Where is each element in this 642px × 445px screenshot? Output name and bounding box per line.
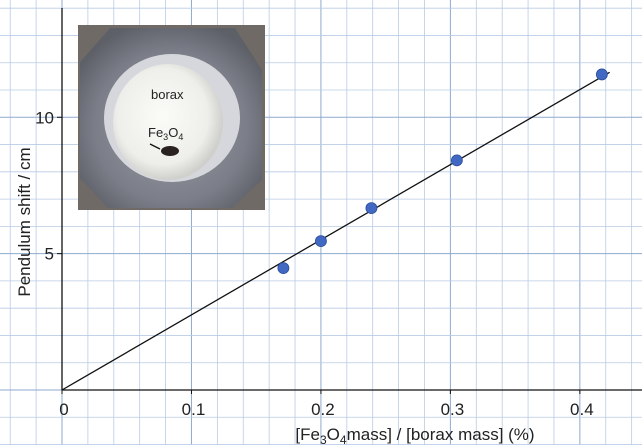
x-tick-label: 0.3 (441, 400, 465, 419)
label-part: Fe (148, 125, 163, 140)
x-axis-label: [Fe3O4mass] / [borax mass] (%) (295, 425, 534, 445)
label-part: O (327, 425, 340, 444)
data-point (277, 262, 290, 274)
fe3o4-powder (161, 146, 179, 156)
label-sub: 3 (163, 132, 168, 142)
fe3o4-label: Fe3O4 (148, 125, 183, 142)
data-point (450, 154, 463, 167)
y-axis-label: Pendulum shift / cm (15, 147, 34, 296)
y-tick-label: 10 (35, 108, 54, 127)
y-tick-label: 5 (45, 245, 54, 264)
x-tick-label: 0.1 (182, 400, 206, 419)
data-point (315, 235, 327, 247)
borax-powder (113, 64, 223, 180)
pointer-arrow (149, 143, 161, 150)
plot-area: 5 10 0 0.1 0.2 0.3 0.4 (35, 8, 642, 419)
label-part: [Fe (295, 425, 320, 444)
borax-label: borax (151, 87, 184, 102)
x-tick-label: 0 (59, 400, 68, 419)
label-part: O (168, 125, 178, 140)
label-sub: 4 (340, 433, 347, 445)
x-tick-label: 0.4 (570, 400, 594, 419)
label-sub: 3 (320, 433, 327, 445)
x-tick-label: 0.2 (311, 400, 335, 419)
inset-photo: borax Fe3O4 (78, 25, 265, 210)
label-sub: 4 (178, 132, 183, 142)
fit-line (61, 71, 610, 391)
data-point (595, 68, 608, 81)
data-point (365, 202, 378, 214)
label-part: mass] / [borax mass] (%) (347, 425, 535, 444)
